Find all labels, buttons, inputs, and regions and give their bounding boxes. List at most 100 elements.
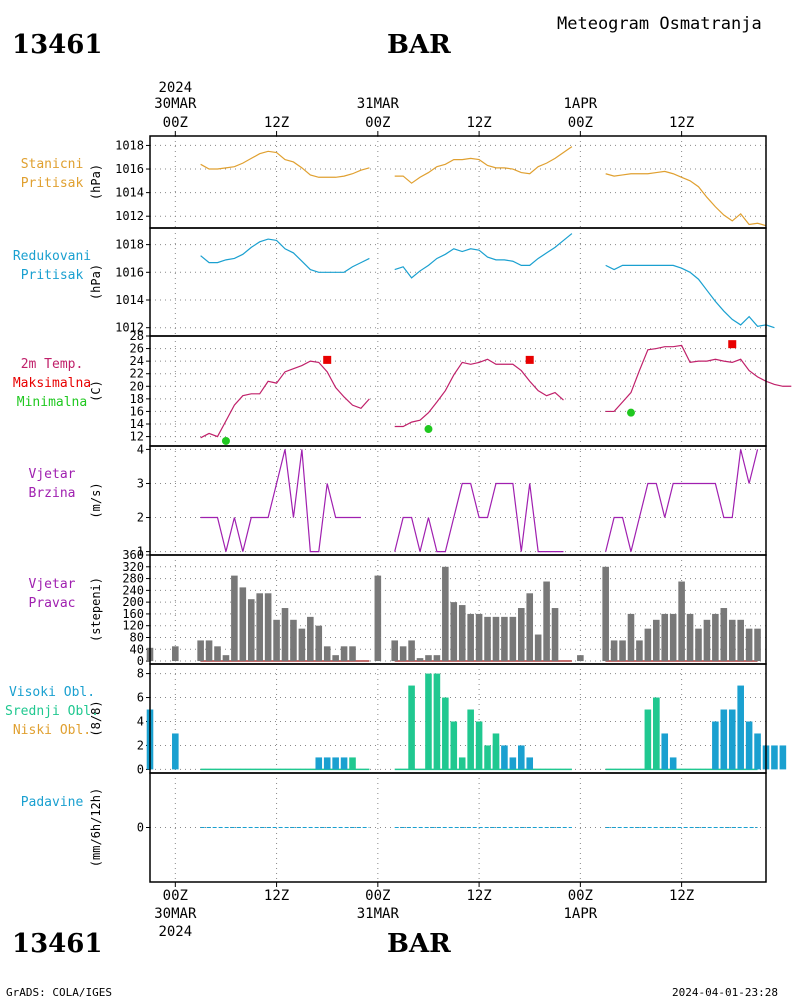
high-cloud-bar <box>323 757 331 770</box>
mid-cloud-bar <box>408 685 415 770</box>
wind-direction-bar <box>619 640 626 662</box>
wind-direction-bar <box>197 640 204 662</box>
wind-direction-bar <box>644 628 652 662</box>
high-cloud-bar <box>517 745 525 770</box>
y-tick-label: 8 <box>137 667 144 681</box>
wind-direction-bar <box>669 613 677 662</box>
wind-direction-bar <box>577 655 584 662</box>
y-axis-label: (hPa) <box>89 164 103 200</box>
y-tick-label: 16 <box>130 404 144 418</box>
wind-direction-bar <box>425 655 432 662</box>
y-tick-label: 12 <box>130 430 144 444</box>
day-label-top: 1APR <box>563 96 597 112</box>
high-cloud-bar <box>332 757 339 770</box>
y-tick-label: 1014 <box>115 186 144 200</box>
footer-source: GrADS: COLA/IGES <box>6 986 112 999</box>
y-tick-label: 360 <box>122 548 144 562</box>
time-tick-top: 12Z <box>264 115 289 131</box>
high-cloud-bar <box>669 757 677 770</box>
wind-direction-bar <box>450 602 458 662</box>
wind-direction-bar <box>408 640 415 662</box>
panel-label: 2m Temp. <box>21 357 84 372</box>
wind-direction-bar <box>273 619 280 662</box>
day-label-top: 30MAR <box>154 96 197 112</box>
high-cloud-bar <box>728 709 736 770</box>
tmin-marker <box>424 425 433 434</box>
high-cloud-bar <box>526 757 534 770</box>
panel-frame <box>149 135 767 229</box>
wind-direction-bar <box>467 613 474 662</box>
tmin-marker <box>221 436 230 445</box>
panel-label: Pritisak <box>21 176 84 191</box>
series-line <box>200 360 370 439</box>
panel-label: Pritisak <box>21 268 84 283</box>
wind-direction-bar <box>534 634 542 662</box>
mid-cloud-bar <box>467 709 474 770</box>
panel-label: Redukovani <box>13 249 91 264</box>
y-tick-label: 4 <box>137 442 144 456</box>
y-axis-label: (m/s) <box>89 482 103 518</box>
mid-cloud-bar <box>492 733 500 770</box>
high-cloud-bar <box>754 733 761 770</box>
y-tick-label: 2 <box>137 738 144 752</box>
wind-direction-bar <box>416 658 424 662</box>
wind-direction-bar <box>264 593 272 662</box>
y-tick-label: 24 <box>130 354 144 368</box>
wind-direction-bar <box>526 593 534 662</box>
wind-direction-bar <box>442 566 449 662</box>
wind-direction-bar <box>475 613 483 662</box>
y-tick-label: 1018 <box>115 238 144 252</box>
y-tick-label: 1016 <box>115 265 144 279</box>
wind-direction-bar <box>315 625 323 662</box>
y-tick-label: 160 <box>122 607 144 621</box>
panel-label: Padavine <box>21 795 84 810</box>
panel-label: Srednji Obl. <box>5 704 99 719</box>
y-axis-label: (C) <box>89 380 103 402</box>
high-cloud-bar <box>720 709 728 770</box>
series-line <box>394 358 564 428</box>
footer-timestamp: 2024-04-01-23:28 <box>672 986 778 999</box>
wind-direction-bar <box>332 655 339 662</box>
wind-direction-bar <box>205 640 213 662</box>
panel-label: Vjetar <box>29 467 76 482</box>
y-axis-label: (stepeni) <box>89 577 103 642</box>
y-tick-label: 3 <box>137 476 144 490</box>
wind-direction-bar <box>728 619 736 662</box>
panel-label: Stanicni <box>21 157 84 172</box>
wind-direction-bar <box>745 628 753 662</box>
time-tick-top: 12Z <box>466 115 491 131</box>
wind-direction-bar <box>239 587 247 662</box>
wind-direction-bar <box>551 608 559 662</box>
tmin-marker <box>626 408 635 417</box>
year-label-bottom: 2024 <box>158 924 192 940</box>
mid-cloud-bar <box>425 673 432 770</box>
panel-label: Minimalna <box>17 395 87 410</box>
mid-cloud-bar <box>644 709 652 770</box>
wind-direction-bar <box>712 613 719 662</box>
wind-direction-bar <box>720 608 728 662</box>
high-cloud-bar <box>745 721 753 770</box>
high-cloud-bar <box>771 745 778 770</box>
wind-direction-bar <box>399 646 407 662</box>
series-line <box>605 449 759 552</box>
panel-frame <box>149 335 767 447</box>
wind-direction-bar <box>298 628 306 662</box>
wind-direction-bar <box>653 619 660 662</box>
panel-clouds: 0 2 4 6 8 (8/8)Visoki Obl. Srednji Obl. Niski O… <box>5 663 787 776</box>
y-axis-label: (8/8) <box>89 700 103 736</box>
panel-frame <box>149 772 767 883</box>
high-cloud-bar <box>779 745 787 770</box>
wind-direction-bar <box>678 581 685 662</box>
panel-label: Visoki Obl. <box>9 685 95 700</box>
wind-direction-bar <box>214 646 221 662</box>
y-tick-label: 18 <box>130 392 144 406</box>
time-tick-top: 00Z <box>163 115 188 131</box>
high-cloud-bar <box>315 757 323 770</box>
station-id-top: 13461 <box>12 30 103 60</box>
y-tick-label: 0 <box>137 654 144 668</box>
y-tick-label: 240 <box>122 583 144 597</box>
series-line <box>394 233 573 279</box>
day-label-bottom: 31MAR <box>357 906 400 922</box>
wind-direction-bar <box>661 613 669 662</box>
